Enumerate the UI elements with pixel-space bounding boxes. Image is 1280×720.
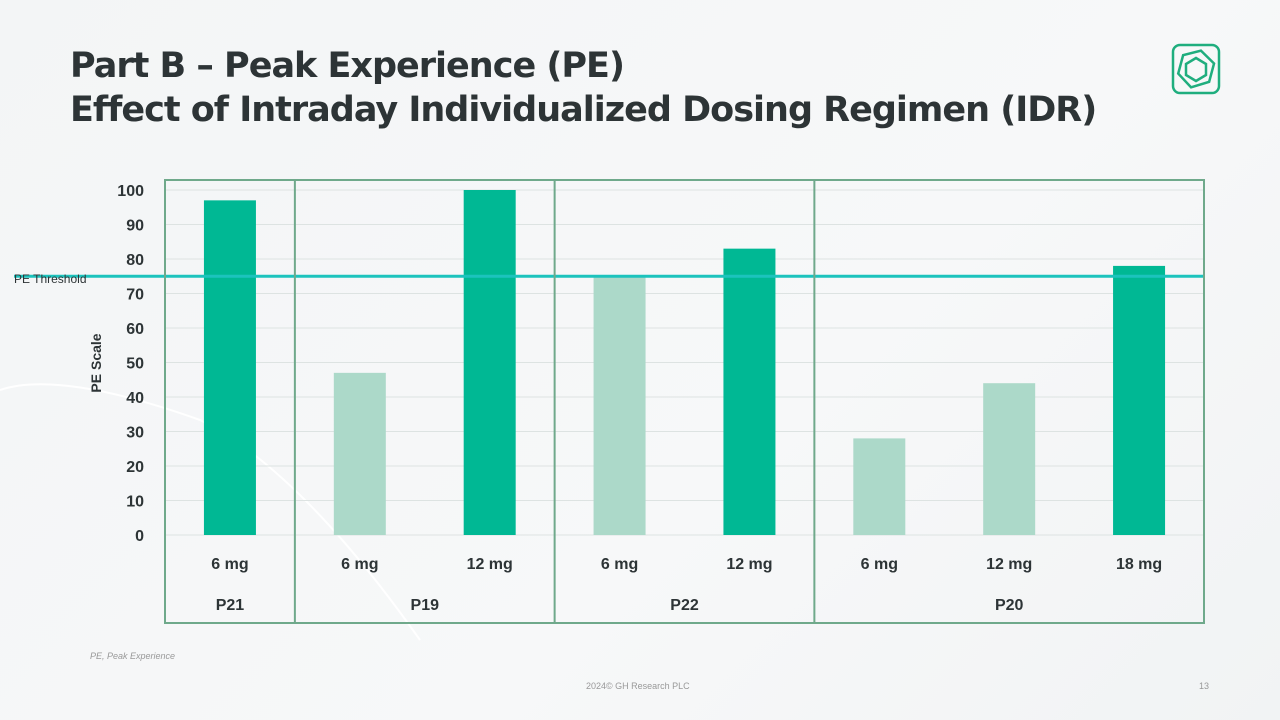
y-tick-label: 60: [126, 321, 144, 338]
group-label: P19: [411, 597, 440, 614]
bar: [983, 383, 1036, 535]
x-tick-label: 12 mg: [986, 556, 1032, 573]
footnote: PE, Peak Experience: [90, 651, 176, 661]
title-line-2: Effect of Intraday Individualized Dosing…: [70, 90, 1097, 130]
y-axis-label: PE Scale: [88, 333, 104, 392]
group-label: P21: [216, 597, 245, 614]
page-number: 13: [1199, 681, 1210, 691]
x-tick-label: 18 mg: [1116, 556, 1162, 573]
group-label: P22: [670, 597, 699, 614]
company-logo-icon: [1170, 42, 1222, 101]
bar: [593, 276, 646, 535]
y-tick-label: 40: [126, 390, 144, 407]
y-tick-label: 50: [126, 356, 144, 373]
y-tick-label: 20: [126, 459, 144, 476]
chart-frame: [164, 179, 1205, 624]
y-tick-label: 30: [126, 425, 144, 442]
threshold-label: PE Threshold: [14, 272, 87, 286]
bar: [463, 190, 516, 535]
x-tick-label: 6 mg: [861, 556, 898, 573]
group-label: P20: [995, 597, 1024, 614]
x-tick-label: 6 mg: [341, 556, 378, 573]
x-tick-label: 12 mg: [726, 556, 772, 573]
bar: [853, 438, 906, 535]
title-line-1: Part B – Peak Experience (PE): [70, 46, 625, 86]
x-tick-label: 6 mg: [211, 556, 248, 573]
y-tick-label: 100: [117, 183, 144, 200]
y-tick-label: 80: [126, 252, 144, 269]
slide-title: Part B – Peak Experience (PE) Effect of …: [70, 44, 1097, 132]
x-tick-label: 12 mg: [467, 556, 513, 573]
y-tick-label: 90: [126, 218, 144, 235]
y-tick-label: 10: [126, 494, 144, 511]
x-tick-label: 6 mg: [601, 556, 638, 573]
y-tick-label: 0: [135, 528, 144, 545]
bar: [723, 248, 776, 535]
bar: [333, 372, 386, 535]
y-tick-label: 70: [126, 287, 144, 304]
copyright: 2024© GH Research PLC: [586, 681, 690, 691]
bar: [1113, 265, 1166, 535]
bar: [203, 200, 256, 535]
